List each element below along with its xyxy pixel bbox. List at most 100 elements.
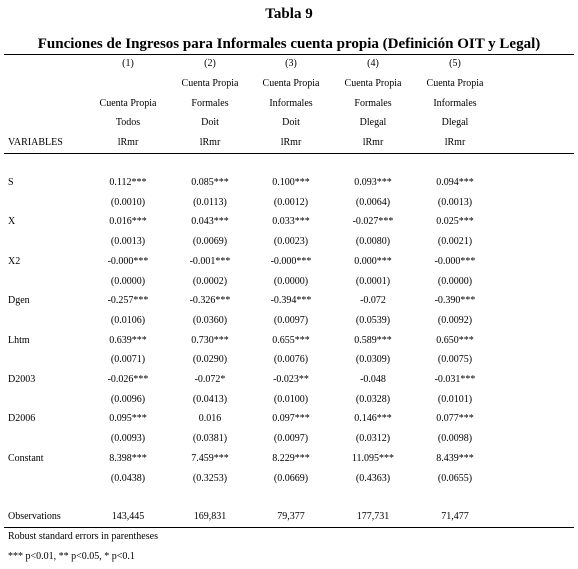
coefficient: 0.033*** xyxy=(272,216,310,228)
standard-error: (0.0381) xyxy=(192,433,228,445)
standard-error: (0.0069) xyxy=(192,236,228,248)
coefficient: 0.016*** xyxy=(109,216,147,228)
standard-error: (0.0539) xyxy=(355,314,391,326)
dependent-variable: lRmr xyxy=(117,137,139,148)
column-header: Informales xyxy=(269,97,313,109)
standard-error: (0.0309) xyxy=(355,354,391,366)
coefficient: 0.097*** xyxy=(272,413,310,425)
standard-error: (0.0021) xyxy=(437,236,473,248)
column-header: Formales xyxy=(191,97,229,109)
standard-error: (0.0080) xyxy=(355,236,391,248)
standard-error: (0.4363) xyxy=(355,472,391,484)
column-number: (1) xyxy=(122,58,134,69)
coefficient: 0.016 xyxy=(198,413,222,425)
standard-error: (0.0360) xyxy=(192,314,228,326)
coefficient: 7.459*** xyxy=(191,452,229,464)
coefficient: -0.001*** xyxy=(189,255,231,267)
column-header: Cuenta Propia xyxy=(181,77,239,89)
standard-error: (0.0098) xyxy=(437,433,473,445)
subtitle: Funciones de Ingresos para Informales cu… xyxy=(37,36,541,52)
coefficient: 0.000*** xyxy=(354,255,392,267)
variable-name: D2003 xyxy=(8,374,36,385)
standard-error: (0.0000) xyxy=(110,275,146,287)
standard-error: (0.0000) xyxy=(273,275,309,287)
column-header: Cuenta Propia xyxy=(99,97,157,109)
dependent-variable: lRmr xyxy=(362,137,384,148)
column-number: (2) xyxy=(204,58,216,69)
coefficient: -0.000*** xyxy=(107,255,149,267)
coefficient: 0.094*** xyxy=(436,177,474,188)
standard-error: (0.0097) xyxy=(273,314,309,326)
observations: 143,445 xyxy=(111,511,145,522)
coefficient: -0.394*** xyxy=(270,295,312,307)
observations: 79,377 xyxy=(277,511,305,522)
variable-name: X2 xyxy=(8,255,21,267)
coefficient: -0.326*** xyxy=(189,295,231,307)
coefficient: 8.439*** xyxy=(436,452,474,464)
coefficient: 0.043*** xyxy=(191,216,229,228)
column-header: Cuenta Propia xyxy=(344,77,402,89)
variable-name: D2006 xyxy=(8,413,36,425)
standard-error: (0.0092) xyxy=(437,314,473,326)
column-header: Todos xyxy=(115,117,141,129)
coefficient: -0.023** xyxy=(273,374,309,385)
dependent-variable: lRmr xyxy=(199,137,221,148)
coefficient: 8.229*** xyxy=(272,452,310,464)
coefficient: -0.257*** xyxy=(107,295,149,307)
coefficient: 0.085*** xyxy=(191,177,229,188)
coefficient: 0.639*** xyxy=(109,334,147,346)
standard-error: (0.0071) xyxy=(110,354,146,366)
coefficient: 0.095*** xyxy=(109,413,147,425)
coefficient: -0.072* xyxy=(194,374,226,385)
column-header: Cuenta Propia xyxy=(426,77,484,89)
standard-error: (0.0096) xyxy=(110,393,146,405)
standard-error: (0.0669) xyxy=(273,472,309,484)
note: Robust standard errors in parentheses xyxy=(8,531,158,542)
header-rule xyxy=(4,153,574,154)
coefficient: -0.390*** xyxy=(434,295,476,307)
variable-name: Dgen xyxy=(8,295,30,307)
coefficient: 0.655*** xyxy=(272,334,310,346)
coefficient: -0.027*** xyxy=(352,216,394,228)
column-header: Informales xyxy=(433,97,477,109)
standard-error: (0.0013) xyxy=(110,236,146,248)
column-header: Cuenta Propia xyxy=(262,77,320,89)
standard-error: (0.3253) xyxy=(192,472,228,484)
column-number: (3) xyxy=(285,58,297,69)
standard-error: (0.0012) xyxy=(273,196,309,208)
standard-error: (0.0023) xyxy=(273,236,309,248)
standard-error: (0.0106) xyxy=(110,314,146,326)
coefficient: 0.025*** xyxy=(436,216,474,228)
bottom-rule xyxy=(4,527,574,528)
standard-error: (0.0328) xyxy=(355,393,391,405)
variable-name: Lhtm xyxy=(8,334,30,346)
coefficient: 11.095*** xyxy=(351,452,395,464)
coefficient: 0.730*** xyxy=(191,334,229,346)
column-number: (5) xyxy=(449,58,461,69)
variable-name: Constant xyxy=(8,452,44,464)
coefficient: 0.100*** xyxy=(272,177,310,188)
coefficient: 0.112*** xyxy=(109,177,147,188)
standard-error: (0.0413) xyxy=(192,393,228,405)
column-header: Doit xyxy=(282,117,300,129)
standard-error: (0.0002) xyxy=(192,275,228,287)
observations: 71,477 xyxy=(441,511,469,522)
column-number: (4) xyxy=(367,58,379,69)
standard-error: (0.0655) xyxy=(437,472,473,484)
standard-error: (0.0075) xyxy=(437,354,473,366)
column-header: Dlegal xyxy=(441,117,469,129)
variable-name: X xyxy=(8,216,16,228)
observations: 177,731 xyxy=(356,511,390,522)
standard-error: (0.0013) xyxy=(437,196,473,208)
standard-error: (0.0312) xyxy=(355,433,391,445)
standard-error: (0.0093) xyxy=(110,433,146,445)
standard-error: (0.0097) xyxy=(273,433,309,445)
standard-error: (0.0001) xyxy=(355,275,391,287)
standard-error: (0.0113) xyxy=(193,196,227,208)
variables-label: VARIABLES xyxy=(8,137,63,148)
standard-error: (0.0000) xyxy=(437,275,473,287)
coefficient: 0.589*** xyxy=(354,334,392,346)
dependent-variable: lRmr xyxy=(444,137,466,148)
coefficient: 8.398*** xyxy=(109,452,147,464)
coefficient: -0.000*** xyxy=(270,255,312,267)
